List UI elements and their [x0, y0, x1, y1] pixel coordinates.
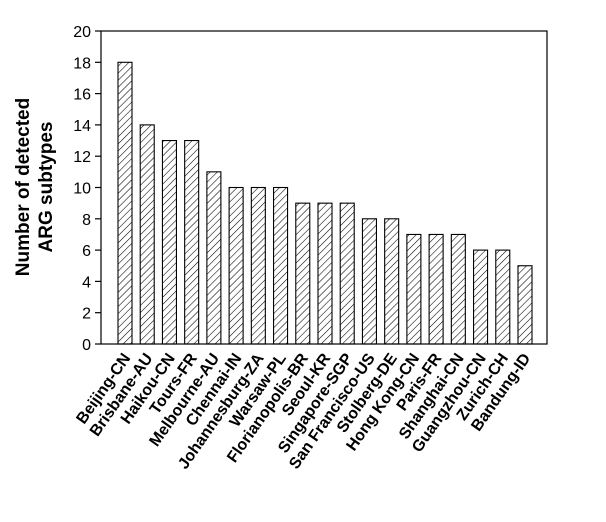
bar-guangzhou-cn [473, 249, 489, 345]
bar-chennai-in [228, 186, 244, 345]
y-tick-label: 12 [73, 149, 91, 166]
y-axis-title-line-1: Number of detected [13, 98, 34, 276]
y-tick-label: 16 [73, 87, 91, 104]
bar-zurich-ch [495, 249, 511, 345]
y-tick-label: 4 [82, 274, 91, 291]
y-tick-label: 18 [73, 55, 91, 72]
bar-johannesburg-za [250, 186, 266, 345]
y-tick-label: 8 [82, 212, 91, 229]
bar-melbourne-au [206, 171, 222, 345]
bar-shanghai-cn [450, 233, 466, 345]
y-axis-title-line-2: ARG subtypes [36, 122, 57, 253]
bar-haikou-cn [161, 140, 177, 345]
y-tick-label: 20 [73, 24, 91, 41]
y-tick-label: 6 [82, 243, 91, 260]
bars-group [117, 61, 533, 345]
bar-brisbane-au [139, 124, 155, 345]
y-axis-ticks: 0 2 4 6 8 10 12 14 16 18 20 [73, 24, 101, 354]
bar-beijing-cn [117, 61, 133, 345]
y-tick-label: 14 [73, 118, 91, 135]
bar-tours-fr [184, 140, 200, 345]
y-tick-label: 0 [82, 337, 91, 354]
bar-warsaw-pl [273, 186, 289, 345]
x-axis-labels: Beijing-CNBrisbane-AUHaikou-CNTours-FRMe… [73, 350, 534, 472]
bar-bandung-id [517, 265, 533, 345]
bar-hong-kong-cn [406, 233, 422, 345]
y-tick-label: 2 [82, 306, 91, 323]
bar-paris-fr [428, 233, 444, 345]
bar-seoul-kr [317, 202, 333, 345]
bar-florianopolis-br [295, 202, 311, 345]
bar-stolberg-de [384, 218, 400, 345]
bar-san-francisco-us [361, 218, 377, 345]
y-tick-label: 10 [73, 181, 91, 198]
bar-singapore-sgp [339, 202, 355, 345]
